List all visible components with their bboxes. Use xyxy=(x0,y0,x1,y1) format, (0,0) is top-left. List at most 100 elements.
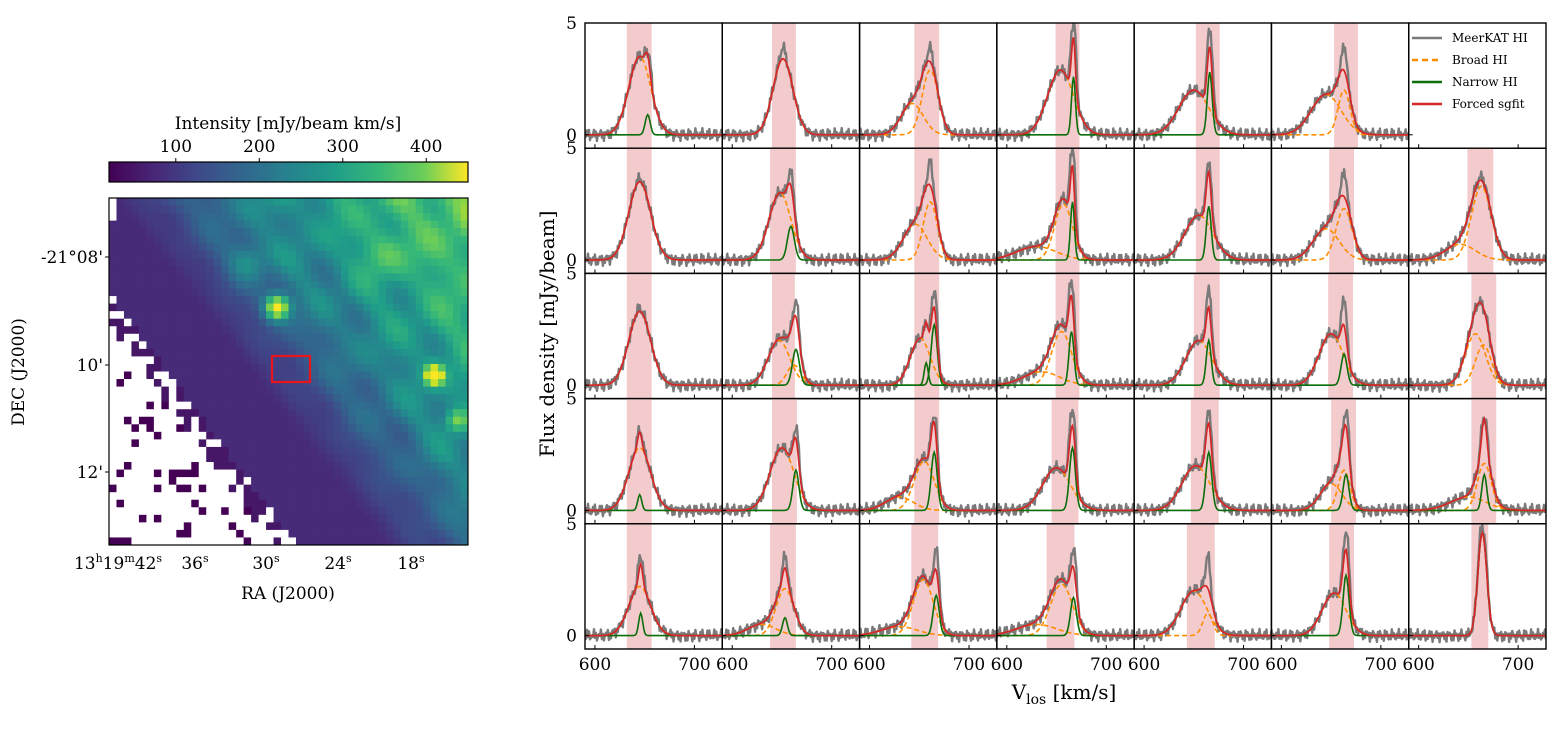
map-pixel xyxy=(281,273,290,282)
meerkat-hi-spectrum xyxy=(1271,168,1409,268)
map-pixel xyxy=(310,454,320,463)
map-pixel xyxy=(400,371,409,380)
ra-axis: 13h19m42s 36s 30s 24s 18s xyxy=(74,552,425,574)
map-pixel xyxy=(348,454,357,463)
map-pixel xyxy=(243,529,252,539)
map-pixel xyxy=(123,537,133,545)
map-pixel xyxy=(191,333,200,342)
map-pixel xyxy=(161,394,170,403)
map-pixel xyxy=(423,303,432,312)
map-pixel xyxy=(176,529,185,539)
map-pixel xyxy=(325,296,334,305)
map-pixel xyxy=(453,469,462,478)
map-pixel xyxy=(161,371,170,380)
x-tick-label: 600 xyxy=(716,655,748,675)
map-pixel xyxy=(161,326,170,335)
map-pixel xyxy=(198,529,207,539)
map-pixel xyxy=(258,439,267,448)
map-pixel xyxy=(430,311,439,320)
map-pixel xyxy=(116,250,125,259)
map-pixel xyxy=(288,529,297,539)
map-pixel xyxy=(288,522,297,531)
map-pixel xyxy=(378,454,387,463)
map-pixel xyxy=(161,296,170,305)
map-pixel xyxy=(355,462,364,471)
legend-label: MeerKAT HI xyxy=(1452,31,1528,45)
map-pixel xyxy=(423,296,432,305)
map-pixel xyxy=(146,243,155,252)
map-pixel xyxy=(423,220,432,229)
map-pixel xyxy=(243,439,252,448)
map-pixel xyxy=(378,424,387,433)
map-pixel xyxy=(453,348,462,358)
map-pixel xyxy=(355,446,364,456)
map-pixel xyxy=(318,499,327,508)
map-pixel xyxy=(288,454,297,463)
map-pixel xyxy=(258,356,267,365)
map-pixel xyxy=(453,416,462,425)
map-pixel xyxy=(393,311,402,320)
map-pixel xyxy=(213,296,222,305)
map-pixel xyxy=(318,439,327,448)
map-pixel xyxy=(251,522,260,531)
forced-sgfit-curve xyxy=(859,567,997,637)
map-pixel xyxy=(176,326,185,335)
map-pixel xyxy=(146,213,155,222)
map-pixel xyxy=(281,265,290,275)
map-pixel xyxy=(123,198,133,207)
map-pixel xyxy=(168,499,177,508)
map-pixel xyxy=(363,492,372,501)
map-pixel xyxy=(161,492,170,501)
map-pixel xyxy=(213,303,222,312)
map-pixel xyxy=(228,469,237,478)
forced-sgfit-curve xyxy=(1134,421,1272,512)
map-pixel xyxy=(378,492,387,501)
map-pixel xyxy=(355,371,364,380)
map-pixel xyxy=(258,205,267,214)
map-pixel xyxy=(281,492,290,501)
map-pixel xyxy=(295,318,305,327)
map-pixel xyxy=(340,424,349,433)
map-pixel xyxy=(400,431,409,440)
map-pixel xyxy=(183,462,192,471)
map-pixel xyxy=(236,371,245,380)
map-pixel xyxy=(183,220,192,229)
map-pixel xyxy=(281,371,290,380)
spectrum-panel: 600 700 xyxy=(853,523,998,675)
map-pixel xyxy=(206,401,215,410)
map-pixel xyxy=(460,514,468,523)
map-pixel xyxy=(131,333,140,342)
map-pixel xyxy=(116,243,125,252)
map-pixel xyxy=(213,356,222,365)
map-pixel xyxy=(423,228,432,237)
map-pixel xyxy=(236,439,245,448)
map-pixel xyxy=(438,303,447,312)
map-pixel xyxy=(206,394,215,403)
map-pixel xyxy=(116,424,125,433)
map-pixel xyxy=(168,265,177,275)
map-pixel xyxy=(430,235,439,244)
map-pixel xyxy=(453,250,462,259)
map-pixel xyxy=(243,303,252,312)
map-pixel xyxy=(236,288,245,297)
map-pixel xyxy=(138,235,147,244)
map-pixel xyxy=(281,220,290,229)
colorbar-tick-labels: 100 200 300 400 xyxy=(160,137,442,162)
map-pixel xyxy=(153,220,162,229)
map-pixel xyxy=(221,394,230,403)
map-pixel xyxy=(176,431,185,440)
map-pixel xyxy=(303,250,312,259)
map-pixel xyxy=(295,477,305,486)
map-pixel xyxy=(325,326,334,335)
map-pixel xyxy=(400,507,409,516)
map-pixel xyxy=(221,424,230,433)
map-pixel xyxy=(109,311,118,320)
map-pixel xyxy=(258,379,267,388)
map-pixel xyxy=(340,273,349,282)
map-pixel xyxy=(400,394,409,403)
map-pixel xyxy=(310,492,320,501)
map-pixel xyxy=(340,333,349,342)
map-pixel xyxy=(363,348,372,358)
map-pixel xyxy=(109,348,118,358)
map-pixel xyxy=(213,258,222,267)
